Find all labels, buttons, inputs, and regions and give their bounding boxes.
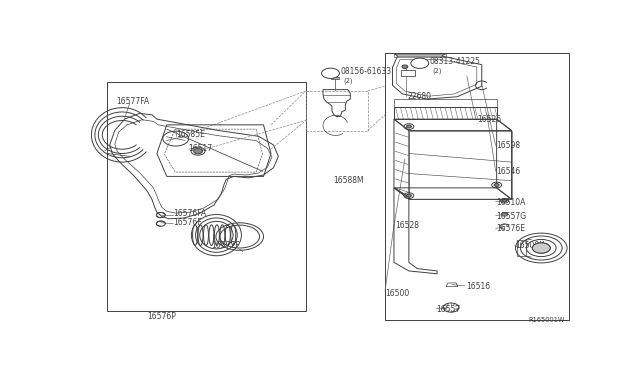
Circle shape <box>494 183 499 186</box>
Circle shape <box>193 149 202 154</box>
Text: 16500X: 16500X <box>515 241 545 250</box>
Polygon shape <box>332 77 339 79</box>
Circle shape <box>402 65 408 68</box>
Text: 16598: 16598 <box>497 141 521 150</box>
Bar <box>108 82 306 311</box>
Polygon shape <box>502 213 507 216</box>
Circle shape <box>411 58 429 68</box>
Text: 16576FA: 16576FA <box>173 209 206 218</box>
Text: 16516: 16516 <box>466 282 490 291</box>
Text: 16585E: 16585E <box>176 130 205 140</box>
Text: 16546: 16546 <box>497 167 521 176</box>
Text: 16576P: 16576P <box>147 312 176 321</box>
Text: 08156-61633: 08156-61633 <box>340 67 392 76</box>
Text: 16510A: 16510A <box>497 198 526 207</box>
Text: S: S <box>418 60 422 66</box>
Bar <box>385 53 568 320</box>
Text: 16576E: 16576E <box>497 224 525 233</box>
Text: 16588M: 16588M <box>333 176 364 185</box>
Text: R165001W: R165001W <box>529 317 565 323</box>
Text: B: B <box>328 70 333 76</box>
Text: (2): (2) <box>343 77 353 84</box>
Text: 22680: 22680 <box>408 92 431 101</box>
Text: 16528: 16528 <box>395 221 419 230</box>
Text: 16576F: 16576F <box>173 218 202 227</box>
Text: 16526: 16526 <box>477 115 501 124</box>
Text: 16517: 16517 <box>188 144 212 153</box>
Text: 16577FA: 16577FA <box>116 97 149 106</box>
Text: 16557G: 16557G <box>497 212 527 221</box>
Circle shape <box>321 68 339 78</box>
Text: 16557: 16557 <box>436 305 460 314</box>
Circle shape <box>406 194 412 197</box>
Text: 16577F: 16577F <box>211 241 240 250</box>
Circle shape <box>406 125 412 128</box>
Circle shape <box>502 200 507 202</box>
Text: 16500: 16500 <box>385 289 410 298</box>
Circle shape <box>532 243 550 253</box>
Circle shape <box>502 212 508 216</box>
Text: (2): (2) <box>432 67 442 74</box>
Text: 08313-41225: 08313-41225 <box>429 57 481 66</box>
